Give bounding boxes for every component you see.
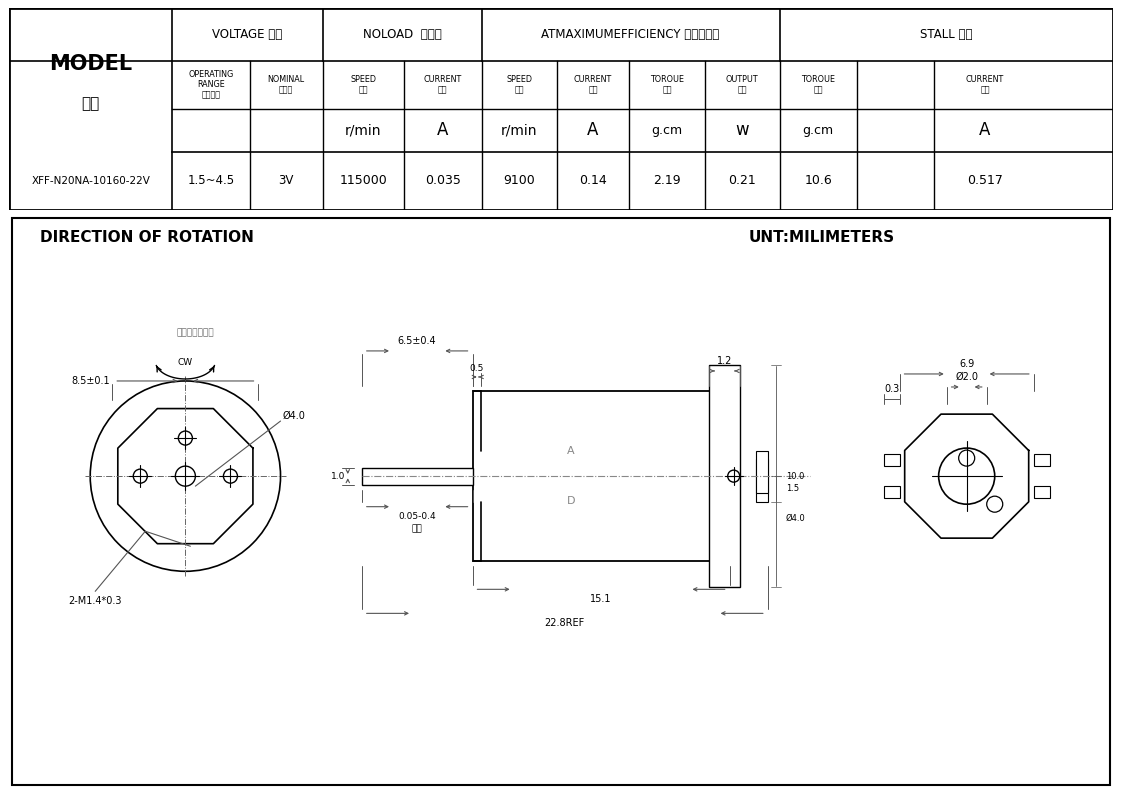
Text: NOLOAD  无负荷: NOLOAD 无负荷 xyxy=(362,28,441,40)
Text: A: A xyxy=(587,121,599,140)
Text: 0.035: 0.035 xyxy=(425,174,461,187)
Text: 1.5~4.5: 1.5~4.5 xyxy=(187,174,234,187)
Text: 0.14: 0.14 xyxy=(579,174,607,187)
Text: NOMINAL
额定値: NOMINAL 额定値 xyxy=(267,75,305,94)
Text: 虚位: 虚位 xyxy=(412,524,423,533)
Text: ATMAXIMUMEFFICIENCY 最大效率点: ATMAXIMUMEFFICIENCY 最大效率点 xyxy=(542,28,719,40)
Bar xyxy=(756,459,767,502)
Text: 1.5: 1.5 xyxy=(785,485,799,493)
Text: STALL 堵转: STALL 堵转 xyxy=(920,28,973,40)
Text: TOROUE
转距: TOROUE 转距 xyxy=(650,75,684,94)
Bar xyxy=(883,454,900,466)
Text: 2-M1.4*0.3: 2-M1.4*0.3 xyxy=(68,596,122,607)
Text: 轴突端视图转向: 轴突端视图转向 xyxy=(176,328,214,337)
Text: OPERATING
RANGE
使用范围: OPERATING RANGE 使用范围 xyxy=(188,70,233,100)
Bar xyxy=(756,450,767,493)
Text: 型号: 型号 xyxy=(82,97,100,112)
Text: CURRENT
电流: CURRENT 电流 xyxy=(424,75,462,94)
Bar xyxy=(883,486,900,498)
Text: OUTPUT
功率: OUTPUT 功率 xyxy=(726,75,758,94)
Bar xyxy=(361,468,472,485)
Text: SPEED
转速: SPEED 转速 xyxy=(506,75,532,94)
Text: 0.3: 0.3 xyxy=(884,384,899,394)
Text: UNT:MILIMETERS: UNT:MILIMETERS xyxy=(748,230,894,245)
Text: 0.21: 0.21 xyxy=(728,174,756,187)
Text: 2.19: 2.19 xyxy=(653,174,681,187)
Text: w: w xyxy=(735,121,748,140)
Text: 0.05-0.4: 0.05-0.4 xyxy=(398,512,436,521)
Text: VOLTAGE 电压: VOLTAGE 电压 xyxy=(212,28,283,40)
Text: CW: CW xyxy=(177,358,193,367)
Text: A: A xyxy=(980,121,991,140)
Bar xyxy=(1033,454,1050,466)
Text: 115000: 115000 xyxy=(340,174,387,187)
Text: 10.0: 10.0 xyxy=(785,472,804,481)
Text: Ø4.0: Ø4.0 xyxy=(785,514,806,523)
Text: 0.5: 0.5 xyxy=(470,365,484,374)
Text: 15.1: 15.1 xyxy=(590,594,611,604)
Text: Ø2.0: Ø2.0 xyxy=(955,372,978,382)
Bar xyxy=(709,366,739,587)
Text: XFF-N20NA-10160-22V: XFF-N20NA-10160-22V xyxy=(31,176,150,186)
Text: 1.0: 1.0 xyxy=(331,472,344,481)
Text: A: A xyxy=(438,121,449,140)
Text: 6.5±0.4: 6.5±0.4 xyxy=(398,336,436,346)
Text: 3V: 3V xyxy=(278,174,294,187)
Text: 6.9: 6.9 xyxy=(959,359,974,369)
Text: D: D xyxy=(567,496,576,506)
Text: g.cm: g.cm xyxy=(652,124,682,136)
Text: SPEED
转速: SPEED 转速 xyxy=(350,75,376,94)
Text: 22.8REF: 22.8REF xyxy=(544,619,585,628)
Text: 0.517: 0.517 xyxy=(967,174,1003,187)
Bar xyxy=(1033,486,1050,498)
Text: 9100: 9100 xyxy=(503,174,535,187)
Text: 8.5±0.1: 8.5±0.1 xyxy=(71,376,110,386)
Text: CURRENT
电流: CURRENT 电流 xyxy=(966,75,1004,94)
Text: Ø4.0: Ø4.0 xyxy=(282,411,305,421)
Text: MODEL: MODEL xyxy=(49,54,132,74)
Text: 10.6: 10.6 xyxy=(804,174,833,187)
Bar xyxy=(472,391,729,561)
Text: 1.2: 1.2 xyxy=(717,356,733,366)
Text: g.cm: g.cm xyxy=(802,124,834,136)
Text: TOROUE
转距: TOROUE 转距 xyxy=(801,75,835,94)
Text: A: A xyxy=(568,446,574,456)
Text: r/min: r/min xyxy=(346,123,381,137)
Text: DIRECTION OF ROTATION: DIRECTION OF ROTATION xyxy=(40,230,254,245)
Text: CURRENT
电流: CURRENT 电流 xyxy=(573,75,613,94)
Text: r/min: r/min xyxy=(500,123,537,137)
